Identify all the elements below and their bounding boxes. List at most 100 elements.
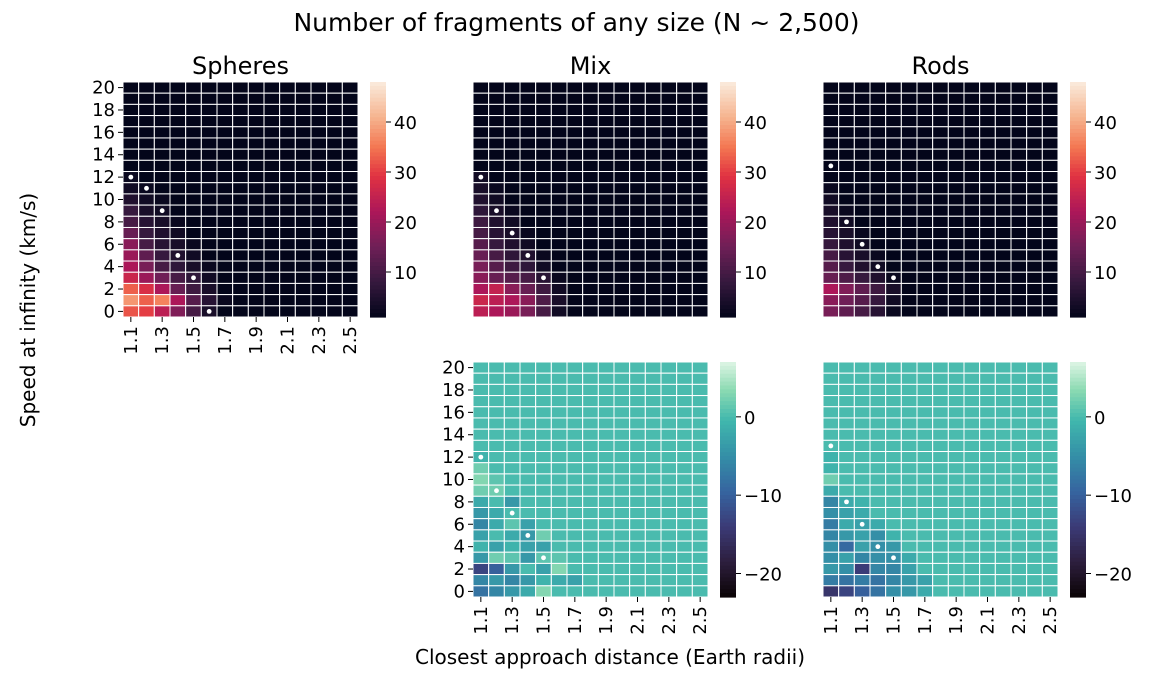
- heatmap-cell: [122, 204, 140, 217]
- colorbar-tick-label: 30: [1094, 163, 1117, 184]
- heatmap-cell: [644, 249, 662, 262]
- heatmap-cell: [644, 495, 662, 508]
- heatmap-cell: [963, 428, 981, 441]
- heatmap-cell: [963, 148, 981, 161]
- y-tick-label: 0: [104, 301, 115, 322]
- colorbar-segment: [1070, 160, 1086, 165]
- colorbar-segment: [720, 440, 736, 445]
- heatmap-cell: [691, 249, 709, 262]
- heatmap-cell: [932, 383, 949, 397]
- heatmap-cell: [535, 473, 552, 486]
- colorbar-segment: [720, 266, 736, 271]
- heatmap-cell: [660, 282, 678, 296]
- colorbar-segment: [1070, 401, 1086, 406]
- heatmap-cell: [1041, 92, 1059, 105]
- heatmap-cell: [326, 103, 343, 117]
- heatmap-cell: [947, 574, 965, 587]
- heatmap-cell: [900, 406, 918, 419]
- heatmap-cell: [550, 529, 568, 542]
- colorbar-segment: [370, 132, 386, 138]
- heatmap-cell: [853, 260, 871, 273]
- x-tick-label: 1.9: [246, 326, 267, 355]
- heatmap-cell: [963, 92, 981, 105]
- heatmap-cell: [613, 115, 631, 128]
- heatmap-cell: [122, 215, 140, 228]
- heatmap-cell: [629, 585, 646, 598]
- heatmap-cell: [963, 260, 981, 273]
- heatmap-cell: [838, 417, 855, 430]
- colorbar-segment: [1070, 281, 1086, 287]
- heatmap-cell: [247, 249, 265, 262]
- heatmap-cell: [629, 171, 646, 184]
- heatmap-cell: [629, 439, 646, 453]
- heatmap-cell: [216, 238, 234, 251]
- heatmap-cell: [341, 115, 359, 128]
- heatmap-cell: [503, 439, 521, 453]
- heatmap-cell: [963, 451, 981, 464]
- heatmap-cell: [853, 361, 871, 374]
- heatmap-cell: [947, 148, 965, 161]
- heatmap-cell: [503, 159, 521, 173]
- heatmap-cell: [247, 271, 265, 284]
- heatmap-cell: [519, 92, 537, 105]
- y-tick-label: 18: [442, 380, 465, 401]
- colorbar-segment: [370, 258, 386, 263]
- heatmap-cell: [1041, 137, 1059, 150]
- heatmap-cell: [676, 215, 693, 228]
- heatmap-cell: [916, 417, 934, 430]
- heatmap-cell: [138, 171, 155, 184]
- heatmap-cell: [247, 171, 265, 184]
- heatmap-cell: [310, 126, 328, 139]
- colorbar-segment: [370, 136, 386, 142]
- heatmap-cell: [644, 473, 662, 486]
- heatmap-cell: [535, 238, 552, 251]
- heatmap-cell: [838, 562, 855, 576]
- heatmap-cell: [994, 171, 1012, 184]
- figure-title: Number of fragments of any size (N ~ 2,5…: [293, 8, 860, 37]
- heatmap-cell: [916, 260, 934, 273]
- heatmap-cell: [341, 305, 359, 318]
- heatmap-cell: [1010, 551, 1028, 564]
- colorbar-segment: [720, 152, 736, 158]
- heatmap-cell: [822, 585, 840, 598]
- heatmap-cell: [566, 103, 584, 117]
- heatmap-cell: [629, 473, 646, 486]
- heatmap-cell: [535, 383, 552, 397]
- heatmap-cell: [488, 193, 505, 206]
- heatmap-cell: [535, 260, 552, 273]
- heatmap-cell: [535, 372, 552, 385]
- heatmap-cell: [1026, 540, 1043, 553]
- heatmap-cell: [947, 171, 965, 184]
- heatmap-cell: [676, 182, 693, 195]
- heatmap-cell: [566, 383, 584, 397]
- heatmap-cell: [294, 305, 312, 318]
- x-tick-label: 1.5: [184, 326, 205, 355]
- colorbar-segment: [720, 405, 736, 410]
- colorbar-segment: [720, 168, 736, 173]
- heatmap-cell: [519, 305, 537, 318]
- heatmap-cell: [932, 282, 949, 296]
- heatmap-cell: [947, 495, 965, 508]
- heatmap-cell: [994, 238, 1012, 251]
- heatmap-cell: [185, 193, 202, 206]
- marker-dot: [828, 443, 834, 449]
- colorbar-segment: [1070, 136, 1086, 142]
- heatmap-cell: [916, 551, 934, 564]
- heatmap-cell: [853, 137, 871, 150]
- heatmap-cell: [1010, 506, 1028, 520]
- heatmap-cell: [232, 159, 249, 173]
- heatmap-cell: [582, 506, 599, 520]
- heatmap-cell: [853, 451, 871, 464]
- heatmap-cell: [1026, 518, 1043, 531]
- heatmap-cell: [676, 417, 693, 430]
- heatmap-cell: [629, 126, 646, 139]
- heatmap-cell: [947, 462, 965, 475]
- heatmap-cell: [613, 193, 631, 206]
- heatmap-cell: [472, 551, 490, 564]
- heatmap-cell: [660, 126, 678, 139]
- heatmap-cell: [566, 372, 584, 385]
- heatmap-cell: [932, 529, 949, 542]
- heatmap-cell: [676, 574, 693, 587]
- heatmap-cell: [566, 484, 584, 497]
- heatmap-cell: [472, 204, 490, 217]
